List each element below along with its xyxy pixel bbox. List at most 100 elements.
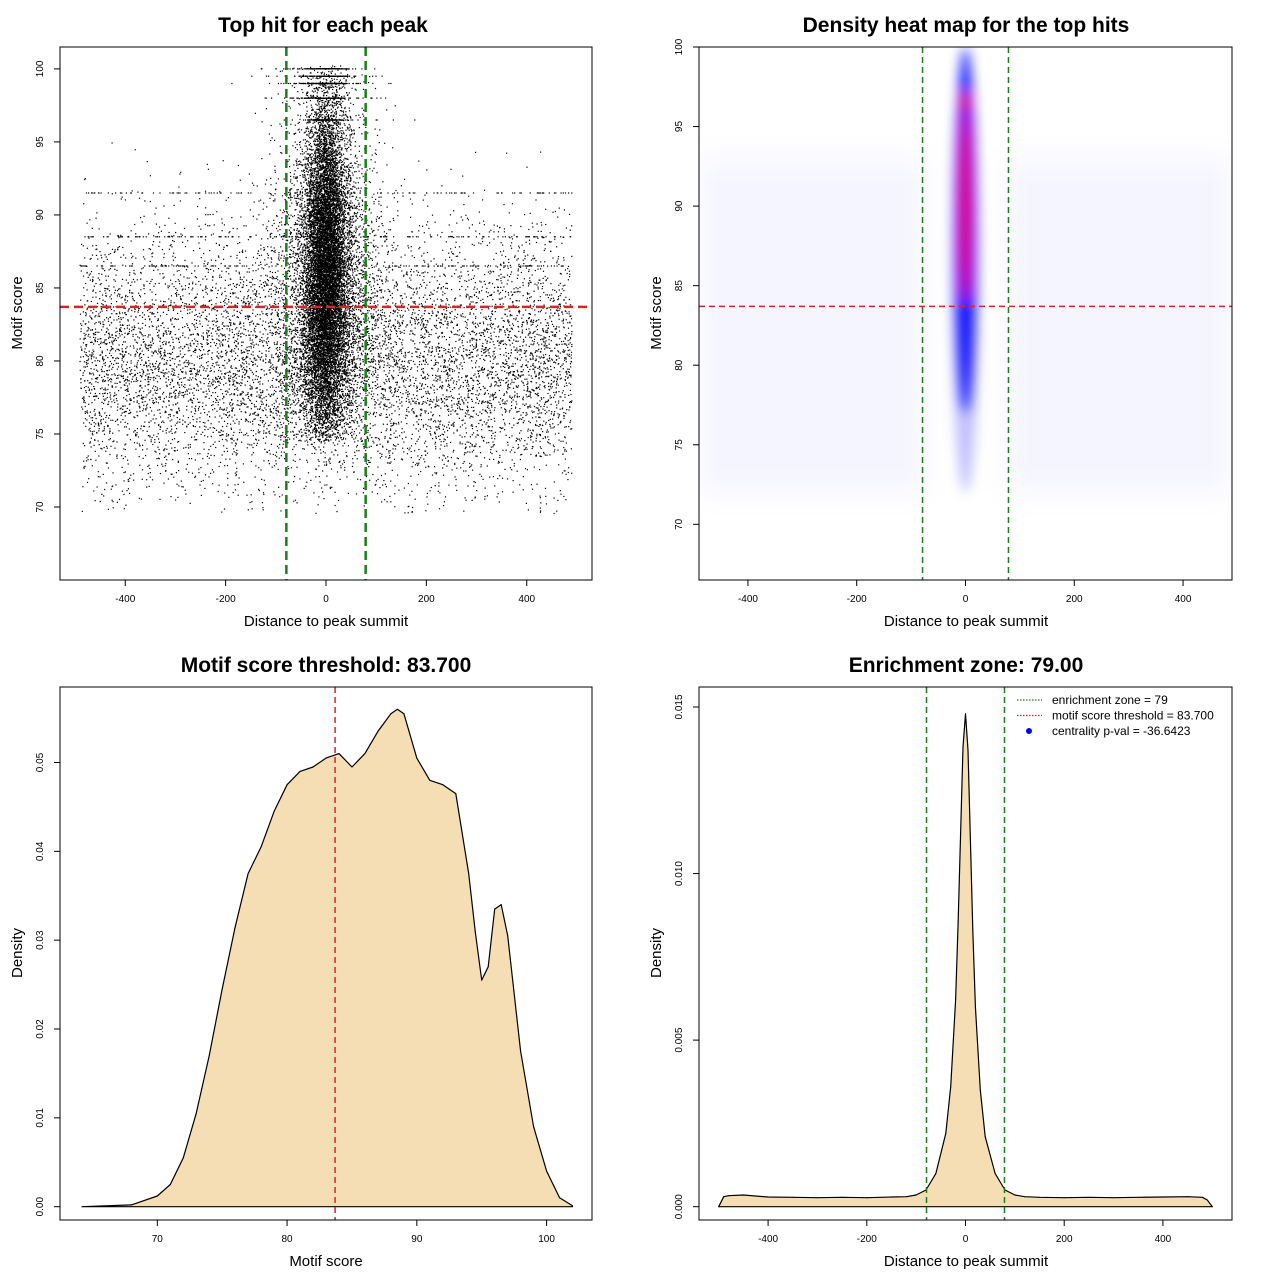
- scatter-point: [241, 365, 243, 367]
- scatter-point: [264, 285, 266, 287]
- scatter-point: [154, 213, 156, 215]
- scatter-point: [152, 265, 154, 267]
- scatter-point: [352, 392, 354, 394]
- scatter-point: [199, 316, 201, 318]
- scatter-point: [210, 332, 212, 334]
- scatter-point: [201, 236, 203, 238]
- scatter-point: [362, 304, 364, 307]
- scatter-point: [541, 236, 543, 238]
- scatter-point: [476, 397, 478, 399]
- scatter-point: [125, 351, 127, 353]
- scatter-point: [163, 253, 165, 255]
- scatter-point: [484, 359, 486, 362]
- scatter-point: [308, 381, 310, 383]
- scatter-point: [100, 307, 102, 309]
- scatter-point: [248, 346, 250, 348]
- scatter-point: [537, 268, 539, 270]
- scatter-point: [138, 327, 140, 329]
- scatter-point: [106, 258, 108, 260]
- scatter-point: [204, 239, 206, 241]
- scatter-point: [182, 486, 184, 488]
- scatter-point: [470, 465, 472, 467]
- scatter-point: [372, 315, 374, 317]
- scatter-point: [425, 402, 428, 404]
- scatter-point: [328, 461, 330, 463]
- scatter-point: [415, 379, 417, 382]
- scatter-point: [159, 273, 161, 275]
- scatter-point: [265, 409, 267, 411]
- scatter-point: [110, 398, 112, 400]
- scatter-point: [363, 236, 365, 238]
- scatter-point: [512, 371, 514, 373]
- scatter-point: [142, 312, 144, 314]
- scatter-point: [202, 369, 205, 371]
- scatter-point: [424, 294, 426, 296]
- scatter-point: [522, 412, 524, 414]
- scatter-point: [184, 302, 186, 305]
- scatter-point: [440, 304, 442, 306]
- scatter-point: [536, 483, 538, 485]
- scatter-point: [269, 329, 271, 331]
- scatter-point: [445, 192, 447, 194]
- scatter-point: [244, 434, 247, 436]
- scatter-point: [291, 412, 293, 414]
- scatter-point: [542, 381, 544, 383]
- scatter-point: [210, 454, 212, 456]
- scatter-point: [459, 277, 461, 279]
- scatter-point: [181, 486, 183, 488]
- scatter-point: [337, 454, 339, 456]
- scatter-point: [172, 368, 175, 370]
- scatter-point: [172, 404, 174, 406]
- scatter-point: [447, 372, 449, 374]
- scatter-point: [352, 215, 355, 217]
- scatter-point: [116, 295, 118, 297]
- scatter-point: [293, 446, 295, 448]
- scatter-point: [544, 362, 546, 365]
- scatter-point: [229, 350, 231, 352]
- scatter-point: [488, 416, 490, 418]
- scatter-point: [475, 426, 477, 428]
- scatter-point: [265, 355, 267, 357]
- scatter-point: [310, 422, 312, 424]
- scatter-point: [415, 316, 417, 318]
- scatter-point: [479, 358, 481, 360]
- scatter-point: [126, 300, 128, 302]
- scatter-point: [220, 301, 222, 303]
- scatter-point: [381, 501, 383, 503]
- scatter-point: [109, 268, 112, 270]
- scatter-point: [386, 300, 388, 302]
- scatter-point: [518, 300, 520, 302]
- scatter-point: [271, 332, 273, 334]
- scatter-point: [493, 331, 495, 333]
- scatter-point: [213, 471, 215, 473]
- scatter-point: [566, 312, 568, 314]
- scatter-point: [130, 354, 132, 356]
- scatter-point: [469, 333, 471, 335]
- scatter-point: [328, 406, 330, 408]
- scatter-point: [400, 264, 402, 266]
- scatter-point: [399, 338, 401, 340]
- scatter-point: [480, 464, 482, 466]
- scatter-point: [151, 337, 153, 339]
- scatter-point: [394, 364, 396, 366]
- scatter-point: [230, 302, 232, 304]
- scatter-point: [558, 326, 560, 328]
- scatter-point: [182, 423, 184, 425]
- scatter-point: [272, 394, 274, 396]
- scatter-point: [447, 405, 449, 407]
- scatter-point: [85, 323, 87, 325]
- scatter-point: [95, 283, 97, 285]
- scatter-point: [387, 325, 390, 327]
- scatter-point: [303, 265, 305, 267]
- scatter-point: [161, 406, 164, 408]
- scatter-point: [392, 313, 394, 315]
- scatter-point: [263, 493, 265, 495]
- scatter-point: [151, 340, 153, 342]
- scatter-point: [492, 395, 494, 397]
- scatter-point: [104, 339, 106, 341]
- scatter-point: [164, 363, 166, 365]
- scatter-point: [400, 348, 402, 351]
- scatter-point: [339, 416, 341, 418]
- scatter-point: [87, 412, 89, 414]
- scatter-point: [542, 437, 544, 440]
